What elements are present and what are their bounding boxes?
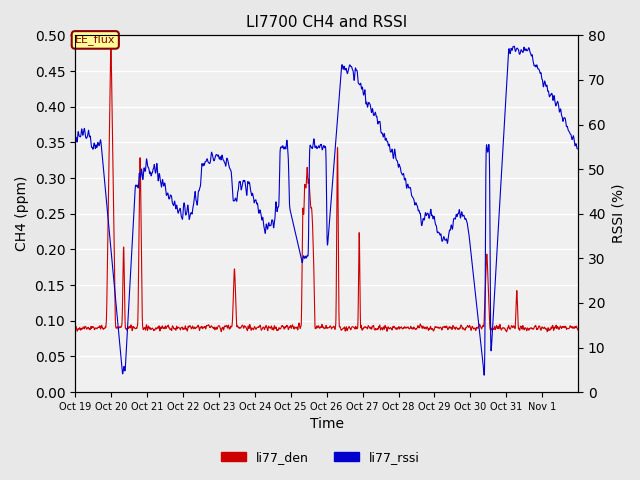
Y-axis label: RSSI (%): RSSI (%) <box>611 184 625 243</box>
Y-axis label: CH4 (ppm): CH4 (ppm) <box>15 176 29 252</box>
Text: EE_flux: EE_flux <box>75 35 116 46</box>
Legend: li77_den, li77_rssi: li77_den, li77_rssi <box>216 446 424 469</box>
X-axis label: Time: Time <box>310 418 344 432</box>
Title: LI7700 CH4 and RSSI: LI7700 CH4 and RSSI <box>246 15 407 30</box>
